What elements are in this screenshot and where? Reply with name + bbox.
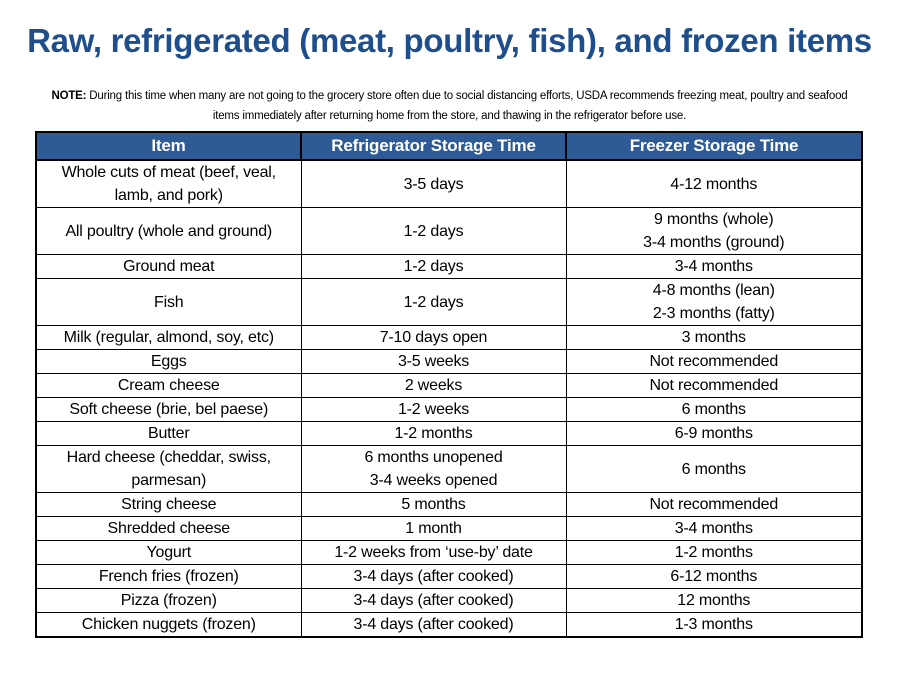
freezer-cell: 3-4 months — [565, 254, 863, 279]
item-cell: French fries (frozen) — [35, 564, 302, 589]
item-cell: Chicken nuggets (frozen) — [35, 612, 302, 638]
fridge-cell: 7-10 days open — [300, 325, 567, 350]
table-row: French fries (frozen) 3-4 days (after co… — [35, 564, 863, 589]
fridge-cell: 1-2 days — [300, 254, 567, 279]
fridge-cell: 3-5 weeks — [300, 349, 567, 374]
item-cell: Soft cheese (brie, bel paese) — [35, 397, 302, 422]
freezer-line: 9 months (whole) — [653, 211, 774, 228]
header-freezer-storage-time: Freezer Storage Time — [565, 131, 863, 161]
table-row: Butter 1-2 months 6-9 months — [35, 421, 863, 446]
table-row: Cream cheese 2 weeks Not recommended — [35, 373, 863, 398]
freezer-cell: 1-3 months — [565, 612, 863, 638]
fridge-cell: 2 weeks — [300, 373, 567, 398]
usda-note: NOTE: During this time when many are not… — [40, 86, 859, 126]
item-cell: Butter — [35, 421, 302, 446]
item-cell: String cheese — [35, 492, 302, 517]
freezer-cell: 3 months — [565, 325, 863, 350]
freezer-cell: 3-4 months — [565, 516, 863, 541]
fridge-cell: 3-4 days (after cooked) — [300, 612, 567, 638]
note-text: During this time when many are not going… — [86, 90, 848, 122]
fridge-cell: 1-2 days — [300, 278, 567, 326]
freezer-cell: 12 months — [565, 588, 863, 613]
table-row: Whole cuts of meat (beef, veal, lamb, an… — [35, 159, 863, 208]
fridge-cell: 5 months — [300, 492, 567, 517]
freezer-cell: 1-2 months — [565, 540, 863, 565]
table-row: Yogurt 1-2 weeks from ‘use-by’ date 1-2 … — [35, 540, 863, 565]
table-row: Chicken nuggets (frozen) 3-4 days (after… — [35, 612, 863, 638]
fridge-cell: 1 month — [300, 516, 567, 541]
storage-time-table: Item Refrigerator Storage Time Freezer S… — [35, 131, 863, 638]
freezer-cell: 6-12 months — [565, 564, 863, 589]
freezer-line: 4-8 months (lean) — [652, 282, 775, 299]
item-cell: Whole cuts of meat (beef, veal, lamb, an… — [35, 159, 302, 208]
item-cell: Fish — [35, 278, 302, 326]
header-item: Item — [35, 131, 302, 161]
fridge-line: 3-4 weeks opened — [369, 472, 498, 489]
item-cell: Yogurt — [35, 540, 302, 565]
table-row: Eggs 3-5 weeks Not recommended — [35, 349, 863, 374]
table-row: Hard cheese (cheddar, swiss, parmesan) 6… — [35, 445, 863, 493]
freezer-cell: 4-12 months — [565, 159, 863, 208]
fridge-cell: 3-4 days (after cooked) — [300, 564, 567, 589]
table-row: Fish 1-2 days 4-8 months (lean) 2-3 month… — [35, 278, 863, 326]
freezer-cell: 4-8 months (lean) 2-3 months (fatty) — [565, 278, 863, 326]
freezer-cell: Not recommended — [565, 373, 863, 398]
freezer-cell: Not recommended — [565, 349, 863, 374]
item-cell: Ground meat — [35, 254, 302, 279]
item-cell: Cream cheese — [35, 373, 302, 398]
freezer-cell: 6 months — [565, 397, 863, 422]
freezer-line: 2-3 months (fatty) — [652, 305, 775, 322]
table-row: String cheese 5 months Not recommended — [35, 492, 863, 517]
fridge-line: 6 months unopened — [364, 449, 503, 466]
table-row: Ground meat 1-2 days 3-4 months — [35, 254, 863, 279]
freezer-line: 3-4 months (ground) — [643, 234, 785, 251]
freezer-cell: 6-9 months — [565, 421, 863, 446]
fridge-cell: 1-2 weeks — [300, 397, 567, 422]
fridge-cell: 1-2 weeks from ‘use-by’ date — [300, 540, 567, 565]
item-cell: Shredded cheese — [35, 516, 302, 541]
freezer-cell: 9 months (whole) 3-4 months (ground) — [565, 207, 863, 255]
item-cell: Milk (regular, almond, soy, etc) — [35, 325, 302, 350]
fridge-cell: 1-2 days — [300, 207, 567, 255]
table-row: Soft cheese (brie, bel paese) 1-2 weeks … — [35, 397, 863, 422]
fridge-cell: 1-2 months — [300, 421, 567, 446]
header-refrigerator-storage-time: Refrigerator Storage Time — [300, 131, 567, 161]
table-row: Shredded cheese 1 month 3-4 months — [35, 516, 863, 541]
fridge-cell: 6 months unopened 3-4 weeks opened — [300, 445, 567, 493]
item-cell: Hard cheese (cheddar, swiss, parmesan) — [35, 445, 302, 493]
item-cell: Eggs — [35, 349, 302, 374]
fridge-cell: 3-4 days (after cooked) — [300, 588, 567, 613]
note-label: NOTE: — [51, 90, 87, 102]
table-row: Pizza (frozen) 3-4 days (after cooked) 1… — [35, 588, 863, 613]
freezer-cell: 6 months — [565, 445, 863, 493]
freezer-cell: Not recommended — [565, 492, 863, 517]
table-row: All poultry (whole and ground) 1-2 days … — [35, 207, 863, 255]
item-cell: All poultry (whole and ground) — [35, 207, 302, 255]
table-header-row: Item Refrigerator Storage Time Freezer S… — [35, 131, 863, 161]
item-cell: Pizza (frozen) — [35, 588, 302, 613]
page-title: Raw, refrigerated (meat, poultry, fish),… — [27, 22, 872, 59]
fridge-cell: 3-5 days — [300, 159, 567, 208]
table-row: Milk (regular, almond, soy, etc) 7-10 da… — [35, 325, 863, 350]
